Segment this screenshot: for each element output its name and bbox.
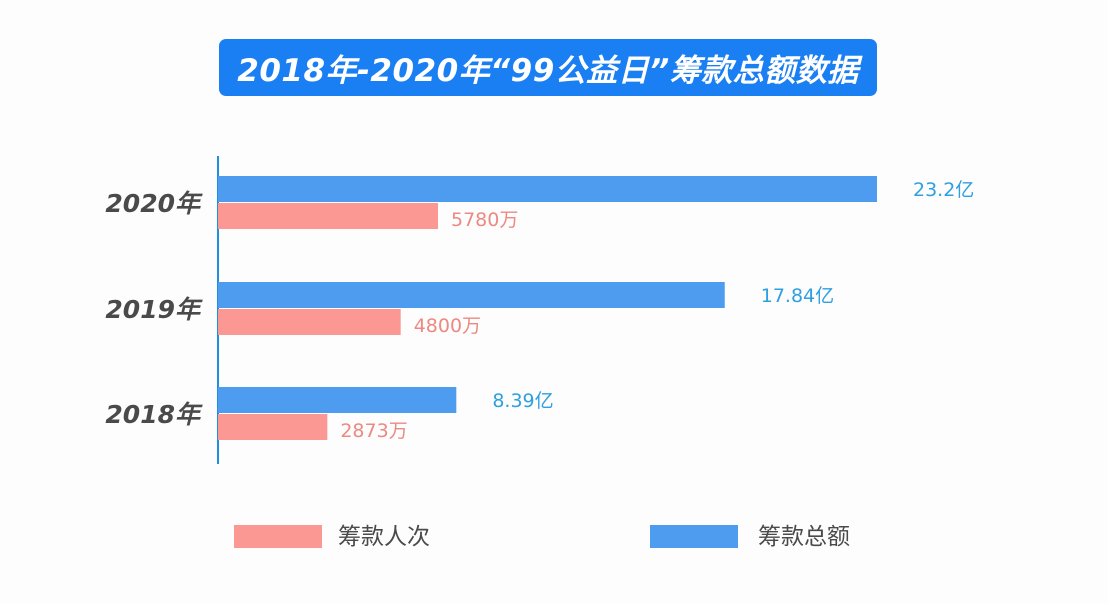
legend-swatch-count [234, 525, 322, 548]
data-label-count-0: 5780万 [451, 209, 518, 231]
data-label-amount-2: 8.39亿 [492, 390, 553, 412]
bar-count-0 [218, 203, 438, 229]
title-banner: 2018年-2020年“99公益日”筹款总额数据 [219, 39, 877, 96]
data-label-amount-0: 23.2亿 [913, 179, 974, 201]
data-label-amount-1: 17.84亿 [761, 285, 834, 307]
chart-title: 2018年-2020年“99公益日”筹款总额数据 [237, 53, 859, 89]
bar-count-2 [218, 414, 328, 440]
category-label-0: 2020年 [105, 189, 203, 218]
category-label-2: 2018年 [105, 400, 203, 429]
legend-swatch-amount [650, 525, 738, 548]
bar-amount-0 [218, 176, 877, 202]
legend-label-amount: 筹款总额 [758, 524, 850, 550]
legend-label-count: 筹款人次 [338, 524, 430, 550]
category-label-1: 2019年 [105, 295, 203, 324]
bar-count-1 [218, 309, 401, 335]
data-label-count-1: 4800万 [414, 315, 481, 337]
bar-amount-2 [218, 387, 457, 413]
data-label-count-2: 2873万 [340, 420, 407, 442]
bar-amount-1 [218, 282, 725, 308]
